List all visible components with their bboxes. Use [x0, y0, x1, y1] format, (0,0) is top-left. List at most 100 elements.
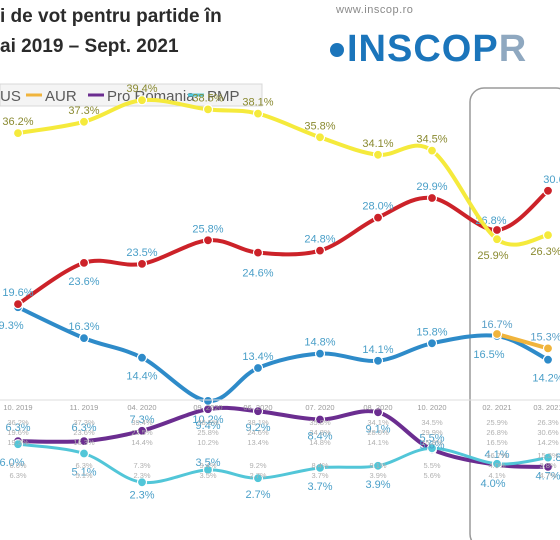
data-label-usr-6: 14.1% [362, 344, 393, 356]
data-label-usr-9: 14.2% [532, 373, 560, 385]
data-label-usr-8: 16.5% [473, 349, 504, 361]
table-cell-5-7: 5.6% [423, 471, 440, 480]
data-label-aur-9: 15.3% [530, 331, 560, 343]
data-point-usr-7 [426, 338, 438, 349]
brand-logo: INSCOPR [330, 28, 527, 71]
data-label-pro_romania-7: 5.5% [419, 432, 444, 444]
table-cell-4-4: 9.2% [249, 461, 266, 470]
table-header-5: 07. 2020 [305, 403, 334, 412]
table-cell-4-5: 8.4% [311, 461, 328, 470]
data-label-pro_romania-1: 6.3% [71, 422, 96, 434]
data-label-usr-0: 19.3% [0, 320, 24, 332]
data-point-pro_romania-4 [252, 406, 264, 417]
data-label-usr-3: 10.2% [192, 414, 223, 426]
data-label-pmp-7: 5.6% [419, 439, 444, 451]
table-cell-4-6: 9.1% [369, 461, 386, 470]
table-cell-0-6: 34.1% [367, 418, 389, 427]
table-cell-2-7: 15.8% [421, 438, 443, 447]
legend-item-usr: US [0, 88, 21, 105]
data-point-pmp-8 [491, 458, 503, 469]
brand-url: www.inscop.ro [336, 4, 414, 16]
data-label-aur-8: 16.7% [481, 319, 512, 331]
table-cell-0-2: 39.4% [131, 418, 153, 427]
data-point-psd-3 [202, 235, 214, 246]
data-label-usr-7: 15.8% [416, 326, 447, 338]
table-cell-1-1: 23.6% [73, 428, 95, 437]
table-cell-1-3: 25.8% [197, 428, 219, 437]
data-point-usr-3 [202, 395, 214, 406]
data-label-pnl-6: 34.1% [362, 138, 393, 150]
data-label-pnl-7: 34.5% [416, 134, 447, 146]
series-line-psd [16, 188, 550, 307]
series-pnl: 36.2% 37.3% 39.4% 38.5% 38.1% 35.8% 34.1% 34.5%… [2, 83, 560, 262]
legend-item-aur: AUR [26, 88, 77, 105]
data-label-pro_romania-5: 8.4% [307, 431, 332, 443]
table-header-4: 06. 2020 [243, 403, 272, 412]
table-cell-2-0: 19.3% [7, 438, 29, 447]
data-point-usr-1 [78, 333, 90, 344]
data-point-pro_romania-6 [372, 407, 384, 418]
data-label-psd-3: 25.8% [192, 223, 223, 235]
table-cell-4-2: 7.3% [133, 461, 150, 470]
data-label-pro_romania-4: 9.2% [245, 422, 270, 434]
table-header-8: 02. 2021 [482, 403, 511, 412]
data-point-psd-0 [12, 299, 24, 310]
data-point-aur-8 [491, 328, 503, 340]
series-usr: 19.3% 16.3% 14.4% 10.2% 13.4% 14.8% 14.1% 15.8%… [0, 302, 560, 426]
data-label-usr-2: 14.4% [126, 371, 157, 383]
data-point-pmp-4 [252, 473, 264, 484]
table-header-2: 04. 2020 [127, 403, 156, 412]
table-cell-1-2: 23.5% [131, 428, 153, 437]
series-line-usr [16, 305, 550, 403]
data-label-psd-7: 29.9% [416, 181, 447, 193]
data-point-pnl-2 [136, 95, 148, 106]
data-point-pnl-0 [12, 128, 24, 139]
data-label-pnl-8: 25.9% [477, 250, 508, 262]
table-cell-4-9: 3.8% [539, 461, 556, 470]
data-point-psd-9 [542, 185, 554, 196]
table-cell-1-0: 19.6% [7, 428, 29, 437]
data-point-pro_romania-1 [78, 436, 90, 447]
table-header-3: 09. 2020 [193, 403, 222, 412]
series-psd: 19.6% 23.6% 23.5% 25.8% 24.6% 24.8% 28.0% 29.9%… [2, 174, 560, 310]
series-aur: 16.7% 15.3% [481, 319, 560, 354]
legend-label-usr: US [0, 88, 21, 105]
data-label-pmp-3: 3.5% [195, 457, 220, 469]
data-point-psd-4 [252, 247, 264, 258]
data-label-pnl-1: 37.3% [68, 105, 99, 117]
chart-title-line-2: ai 2019 – Sept. 2021 [0, 36, 179, 57]
table-header-0: 10. 2019 [3, 403, 32, 412]
table-cell-0-1: 37.3% [73, 418, 95, 427]
data-label-pmp-1: 5.1% [71, 467, 96, 479]
data-label-pro_romania-0: 6.3% [5, 422, 30, 434]
data-point-pnl-8 [491, 234, 503, 245]
data-point-psd-1 [78, 257, 90, 268]
data-label-psd-6: 28.0% [362, 201, 393, 213]
data-label-pnl-9: 26.3% [530, 246, 560, 258]
table-header-9: 03. 2021 [533, 403, 560, 412]
data-point-pnl-5 [314, 132, 326, 143]
table-cell-0-4: 38.1% [247, 418, 269, 427]
data-point-pmp-9 [542, 452, 554, 463]
table-cell-5-3: 3.5% [199, 471, 216, 480]
data-point-usr-6 [372, 355, 384, 366]
data-label-psd-0: 19.6% [2, 287, 33, 299]
table-cell-5-4: 2.7% [249, 471, 266, 480]
table-cell-5-2: 2.3% [133, 471, 150, 480]
data-point-pnl-6 [372, 149, 384, 160]
data-label-pmp-2: 2.3% [129, 489, 154, 501]
data-label-usr-4: 13.4% [242, 351, 273, 363]
legend-label-pro_romania: Pro Romania [107, 88, 195, 105]
legend-label-aur: AUR [45, 88, 77, 105]
data-label-pmp-4: 2.7% [245, 489, 270, 501]
table-cell-2-4: 13.4% [247, 438, 269, 447]
table-cell-1-7: 29.9% [421, 428, 443, 437]
table-cell-4-7: 5.5% [423, 461, 440, 470]
table-cell-0-5: 35.8% [309, 418, 331, 427]
data-point-pnl-3 [202, 104, 214, 115]
series-line-pmp [16, 442, 550, 485]
table-cell-3-9: 15.3% [537, 451, 559, 460]
data-point-usr-5 [314, 348, 326, 359]
data-point-pnl-7 [426, 145, 438, 156]
data-label-pro_romania-2: 7.3% [129, 414, 154, 426]
